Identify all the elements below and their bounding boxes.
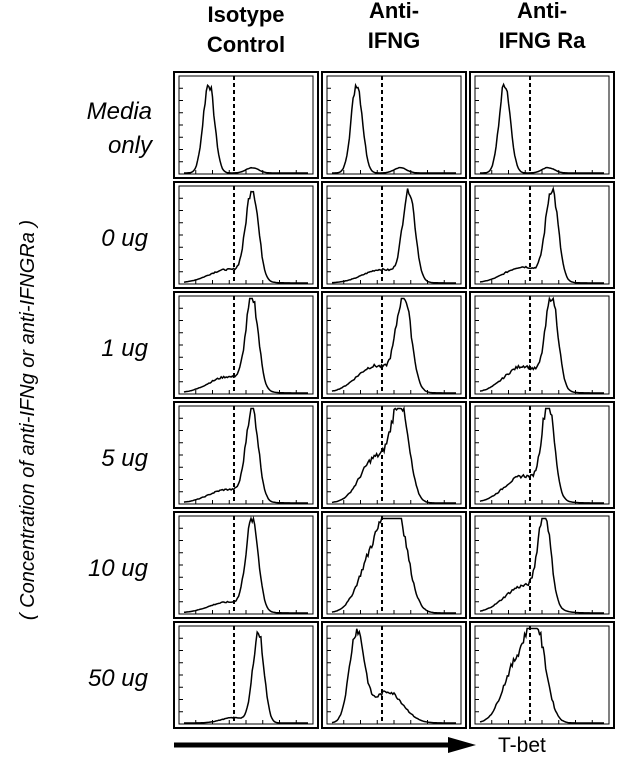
histogram: [183, 407, 308, 504]
panel-frame: [173, 181, 319, 289]
column-header: Anti-: [369, 0, 419, 23]
panel-frame: [173, 511, 319, 619]
x-label: T-bet: [498, 734, 546, 757]
row-label: 10 ug: [88, 555, 149, 582]
histogram: [331, 517, 456, 614]
histogram: [479, 517, 604, 614]
panel-frame: [469, 291, 615, 399]
panel-frame: [173, 621, 319, 729]
histogram: [331, 406, 456, 504]
row-label: Media: [87, 98, 152, 125]
row-label: 50 ug: [88, 665, 149, 692]
y-label: ( Concentration of anti-IFNg or anti-IFN…: [17, 220, 39, 620]
histogram: [480, 82, 604, 174]
panel-frame: [321, 401, 467, 509]
column-header: Anti-: [517, 0, 567, 23]
row-label: 0 ug: [101, 225, 148, 252]
histogram: [332, 188, 456, 284]
column-header: Isotype: [207, 2, 284, 27]
column-header: IFNG: [368, 28, 421, 53]
histogram: [331, 628, 456, 724]
panel-frame: [469, 401, 615, 509]
panel-frame: [173, 291, 319, 399]
histogram: [184, 630, 308, 724]
histogram: [332, 82, 456, 174]
panel-frame: [173, 401, 319, 509]
panel-frame: [469, 71, 615, 179]
histogram: [183, 515, 308, 614]
panel-frame: [321, 621, 467, 729]
row-label: 1 ug: [101, 335, 148, 362]
column-header: IFNG Ra: [499, 28, 587, 53]
panel-frame: [321, 291, 467, 399]
histogram: [184, 83, 308, 174]
histogram: [331, 297, 456, 394]
histogram: [479, 627, 604, 724]
panel-frame: [321, 71, 467, 179]
column-header: Control: [207, 32, 285, 57]
histogram: [479, 186, 604, 284]
histogram: [183, 190, 308, 284]
histogram: [183, 297, 308, 394]
panel-frame: [173, 71, 319, 179]
panel-frame: [321, 511, 467, 619]
histogram: [479, 407, 604, 504]
histogram: [479, 296, 604, 394]
row-label: only: [108, 132, 154, 159]
arrow-head: [448, 737, 476, 753]
panel-frame: [469, 511, 615, 619]
panel-frame: [469, 621, 615, 729]
panel-frame: [469, 181, 615, 289]
panel-frame: [321, 181, 467, 289]
row-label: 5 ug: [101, 445, 148, 472]
